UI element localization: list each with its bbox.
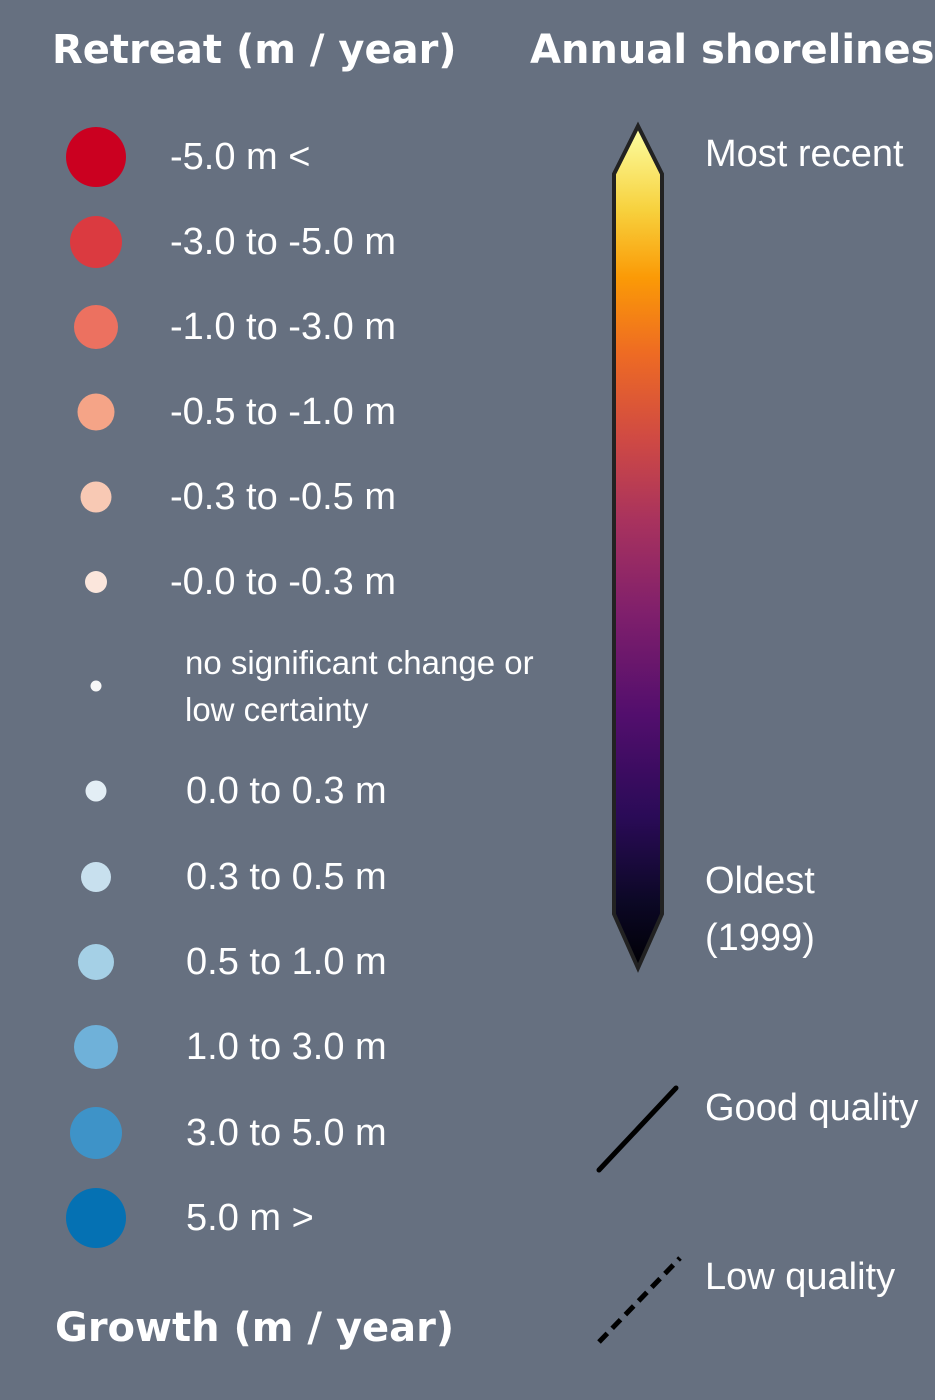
colorbar-bottom-label: Oldest (1999) <box>705 860 815 959</box>
low-quality-label: Low quality <box>705 1256 896 1298</box>
rate-dot-5 <box>85 571 107 593</box>
rate-label-12: 5.0 m > <box>186 1197 314 1239</box>
colorbar-body <box>612 121 664 973</box>
rate-label-9: 0.5 to 1.0 m <box>186 941 387 983</box>
good-quality-label: Good quality <box>705 1087 919 1129</box>
rate-label-7: 0.0 to 0.3 m <box>186 770 387 812</box>
retreat-heading: Retreat (m / year) <box>52 27 457 73</box>
good-quality-line-icon <box>596 1085 679 1173</box>
rate-dot-4 <box>80 481 112 513</box>
rate-label-0: -5.0 m < <box>170 136 311 178</box>
rate-label-1: -3.0 to -5.0 m <box>170 221 396 263</box>
colorbar-top-label: Most recent <box>705 133 904 175</box>
rate-dot-11 <box>70 1107 122 1159</box>
rate-dot-2 <box>74 305 118 349</box>
rate-label-4: -0.3 to -0.5 m <box>170 476 396 518</box>
annual-shorelines-heading: Annual shorelines <box>530 27 935 73</box>
rate-label-10: 1.0 to 3.0 m <box>186 1026 387 1068</box>
rate-dot-1 <box>70 216 122 268</box>
rate-label-11: 3.0 to 5.0 m <box>186 1112 387 1154</box>
rate-dot-0 <box>66 127 126 187</box>
growth-heading: Growth (m / year) <box>55 1305 455 1351</box>
quality-lines <box>596 1085 682 1344</box>
rate-label-8: 0.3 to 0.5 m <box>186 856 387 898</box>
rate-label-6: no significant change or low certainty <box>185 644 534 728</box>
rate-label-5: -0.0 to -0.3 m <box>170 561 396 603</box>
low-quality-line-icon <box>597 1256 682 1344</box>
shoreline-colorbar <box>612 121 664 973</box>
rate-label-2: -1.0 to -3.0 m <box>170 306 396 348</box>
rate-dot-6 <box>90 680 102 692</box>
rate-dot-8 <box>81 862 111 892</box>
rate-label-3: -0.5 to -1.0 m <box>170 391 396 433</box>
rate-dot-7 <box>85 780 107 802</box>
rate-dot-12 <box>66 1188 126 1248</box>
rate-dot-10 <box>74 1025 118 1069</box>
rate-dot-9 <box>78 944 114 980</box>
rate-dot-3 <box>77 393 115 431</box>
